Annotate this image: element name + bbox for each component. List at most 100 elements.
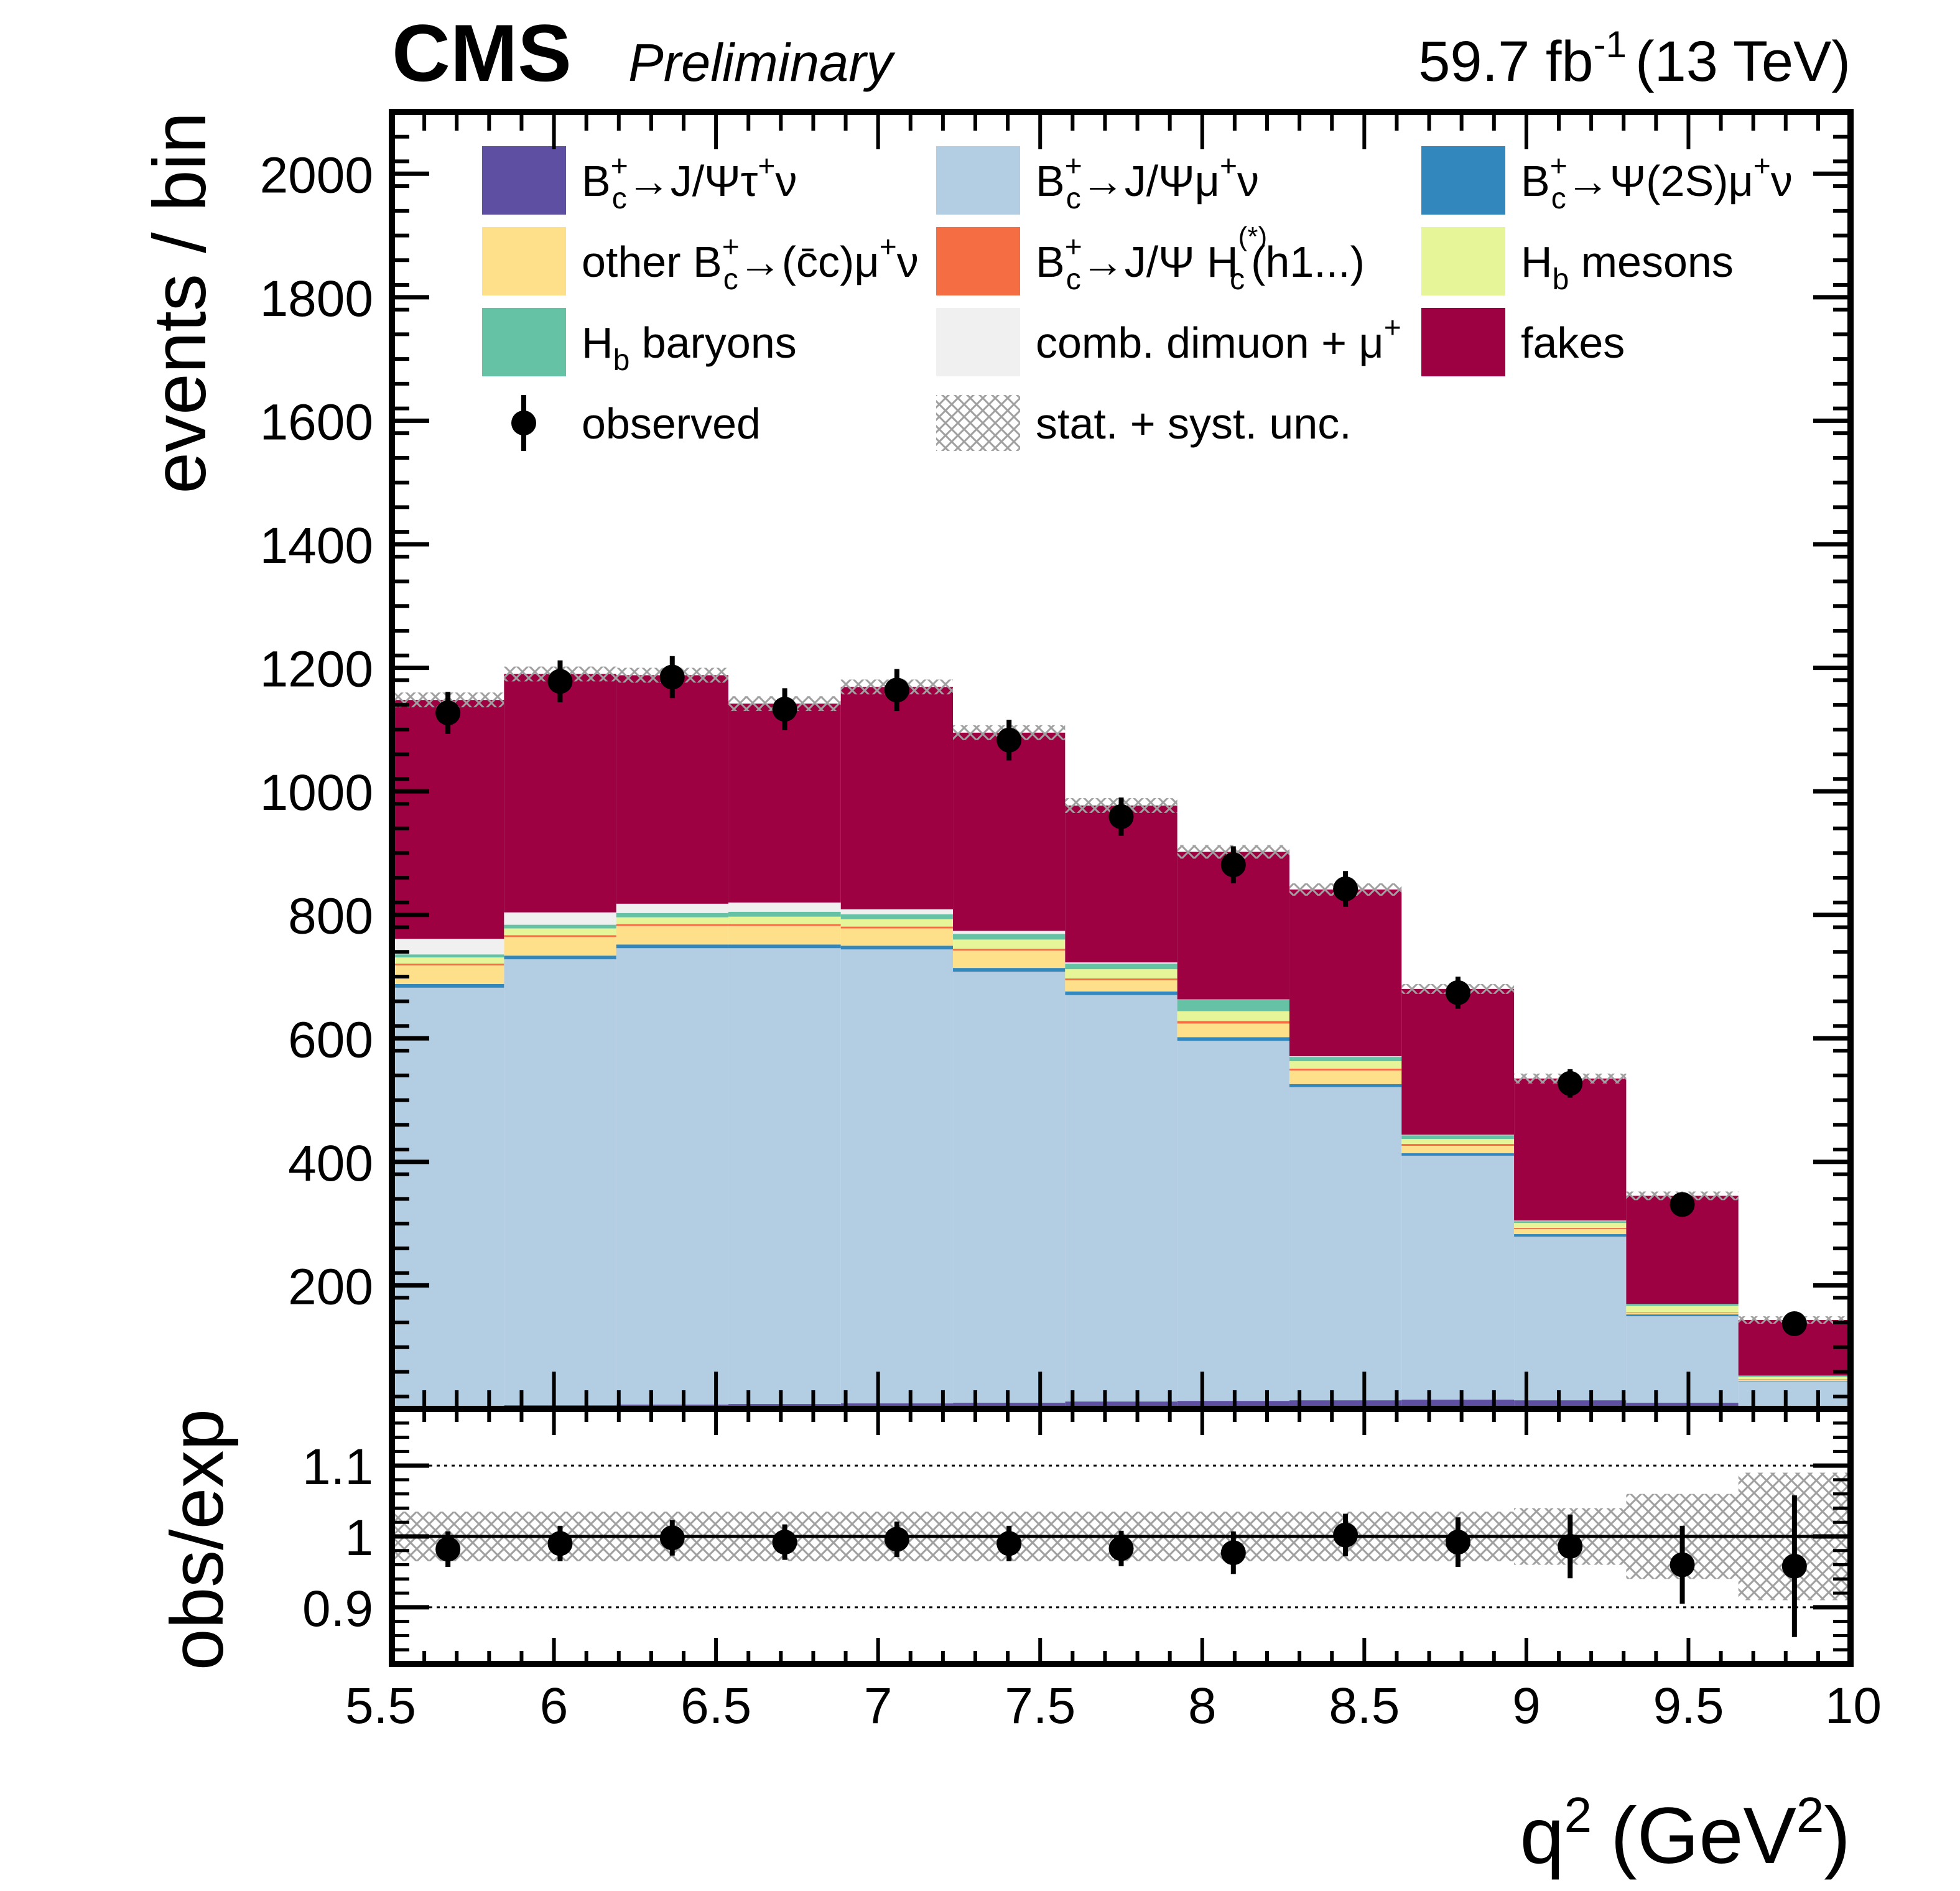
bar-series-6-bin-6: [1065, 964, 1177, 970]
bar-series-6-bin-0: [392, 954, 504, 958]
bar-series-3-bin-11: [1626, 1313, 1739, 1315]
bar-series-3-bin-7: [1177, 1023, 1289, 1038]
bar-series-4-bin-7: [1177, 1021, 1289, 1024]
y-tick-label-2: 600: [288, 1011, 373, 1068]
bar-series-8-bin-8: [1289, 890, 1402, 1057]
legend-label-4-part-0: B: [1036, 238, 1065, 286]
bar-series-5-bin-5: [953, 939, 1066, 949]
bar-series-2-bin-8: [1289, 1084, 1402, 1087]
lumi-value: 59.7 fb: [1418, 30, 1593, 93]
legend-label-2: B+ c→Ψ(2S)μ+ν: [1521, 150, 1793, 215]
bar-series-1-bin-10: [1514, 1236, 1627, 1401]
x-tick-label-1: 6: [540, 1678, 569, 1734]
legend-label-1-part-4: +: [1220, 150, 1237, 183]
lumi-exponent: -1: [1594, 24, 1627, 65]
bar-series-4-bin-4: [840, 926, 954, 929]
bar-series-0-bin-6: [1065, 1401, 1177, 1409]
legend-label-4-part-2: c: [1066, 263, 1081, 296]
legend-label-1-part-5: ν: [1237, 157, 1259, 205]
ratio-point-6: [1108, 1536, 1134, 1561]
ratio-point-9: [1445, 1530, 1470, 1555]
observed-layer: [435, 656, 1807, 1336]
bar-series-5-bin-7: [1177, 1011, 1289, 1021]
bar-series-2-bin-1: [504, 955, 616, 960]
bar-series-8-bin-10: [1514, 1078, 1627, 1221]
bar-series-3-bin-10: [1514, 1229, 1627, 1235]
legend-label-2-part-1: +: [1550, 150, 1568, 183]
bar-series-5-bin-1: [504, 928, 616, 936]
bar-series-4-bin-8: [1289, 1068, 1402, 1071]
bar-series-8-bin-3: [728, 704, 841, 903]
bar-series-1-bin-2: [616, 948, 728, 1405]
legend-label-6-part-1: b: [613, 344, 630, 377]
legend-entry-8: fakes: [1421, 308, 1625, 376]
legend-label-4-part-4: (*): [1238, 221, 1267, 252]
bar-series-2-bin-0: [392, 983, 504, 988]
legend-label-1-part-2: c: [1066, 182, 1081, 215]
ratio-y-axis-title: obs/exp: [156, 1409, 239, 1670]
legend-label-1-part-1: +: [1065, 150, 1082, 183]
x-tick-label-9: 10: [1825, 1678, 1882, 1734]
legend-label-8-part-0: fakes: [1521, 318, 1625, 367]
bar-series-8-bin-1: [504, 674, 616, 913]
bar-series-7-bin-8: [1289, 1056, 1402, 1057]
bar-series-6-bin-3: [728, 911, 841, 917]
legend-swatch-4: [936, 227, 1020, 295]
bar-series-7-bin-6: [1065, 962, 1177, 964]
observed-point-7: [1220, 852, 1246, 878]
bar-series-2-bin-4: [840, 946, 954, 950]
x-axis-unit: (GeV: [1610, 1791, 1796, 1880]
legend-entry-2: B+ c→Ψ(2S)μ+ν: [1421, 146, 1793, 215]
legend-label-6-part-2: baryons: [629, 318, 796, 367]
bar-series-6-bin-7: [1177, 1000, 1289, 1011]
legend-label-1-part-0: B: [1036, 157, 1065, 205]
bar-series-3-bin-9: [1401, 1146, 1515, 1153]
bar-series-3-bin-1: [504, 937, 616, 956]
legend-label-6: Hb baryons: [582, 318, 797, 377]
bar-series-4-bin-11: [1626, 1312, 1739, 1313]
legend-swatch-6: [482, 308, 566, 376]
legend-label-3-part-1: +: [722, 231, 740, 264]
ratio-points: [435, 1495, 1807, 1637]
legend-entry-0: B+ c→J/Ψτ+ν: [482, 146, 797, 215]
lumi-label: 59.7 fb-1 (13 TeV): [1418, 24, 1851, 93]
ratio-panel: 5.5 6 6.5 7 7.5 8 8.5 9 9.5 10 0.9 1 1.1: [302, 1406, 1882, 1734]
legend-label-2-part-4: +: [1753, 150, 1771, 183]
bar-series-7-bin-1: [504, 912, 616, 925]
legend-swatch-10: [936, 395, 1020, 451]
bar-series-2-bin-3: [728, 944, 841, 949]
legend-entry-4: B+ c→J/Ψ H(*) c (h1...): [936, 221, 1365, 296]
bar-series-3-bin-4: [840, 928, 954, 946]
observed-point-2: [659, 664, 685, 690]
legend-entry-3: other B+ c→(c̄c)μ+ν: [482, 227, 919, 296]
bar-series-6-bin-1: [504, 924, 616, 929]
y-tick-label-5: 1200: [260, 641, 373, 698]
observed-point-11: [1670, 1192, 1695, 1217]
ratio-point-2: [659, 1525, 685, 1551]
x-axis-var: q: [1520, 1791, 1564, 1880]
legend-label-7: comb. dimuon + μ+: [1036, 312, 1401, 367]
bar-series-1-bin-4: [840, 949, 954, 1404]
legend-entry-1: B+ c→J/Ψμ+ν: [936, 146, 1259, 215]
bar-series-3-bin-6: [1065, 980, 1177, 992]
bar-series-4-bin-6: [1065, 978, 1177, 980]
bar-series-8-bin-5: [953, 732, 1066, 931]
ratio-point-12: [1781, 1553, 1807, 1579]
legend-swatch-0: [482, 146, 566, 215]
legend-label-3-part-5: ν: [897, 238, 919, 286]
bar-series-2-bin-7: [1177, 1037, 1289, 1041]
bar-series-6-bin-4: [840, 914, 954, 919]
legend-label-5-part-2: mesons: [1569, 238, 1734, 286]
legend-label-5: Hb mesons: [1521, 238, 1734, 296]
bar-series-4-bin-3: [728, 924, 841, 926]
bar-series-2-bin-5: [953, 968, 1066, 972]
observed-point-4: [884, 677, 909, 703]
x-tick-label-4: 7.5: [1005, 1678, 1075, 1734]
legend-swatch-5: [1421, 227, 1505, 295]
y-tick-label-8: 1800: [260, 271, 373, 327]
bar-series-7-bin-5: [953, 931, 1066, 934]
legend-label-2-part-3: →Ψ(2S)μ: [1566, 157, 1753, 205]
legend-label-5-part-0: H: [1521, 238, 1553, 286]
x-tick-label-3: 7: [864, 1678, 893, 1734]
